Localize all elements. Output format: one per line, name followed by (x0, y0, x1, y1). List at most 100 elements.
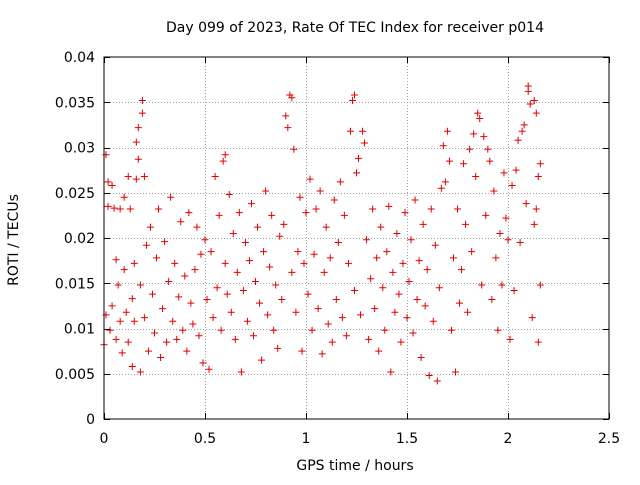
data-point (233, 268, 241, 276)
data-point (217, 326, 225, 334)
data-point (357, 311, 365, 319)
data-point (518, 127, 526, 135)
data-point (175, 293, 183, 301)
data-point (284, 124, 292, 132)
data-point (185, 209, 193, 217)
data-point (270, 326, 278, 334)
y-tick-label: 0.005 (55, 367, 95, 383)
data-point (379, 284, 387, 292)
data-point (201, 236, 209, 244)
data-point (466, 145, 474, 153)
data-point (104, 202, 112, 210)
data-point (401, 209, 409, 217)
data-point (536, 160, 544, 168)
data-point (514, 136, 522, 144)
data-point (272, 281, 280, 289)
data-point (423, 266, 431, 274)
data-point (484, 145, 492, 153)
data-point (171, 259, 179, 267)
data-point (526, 100, 534, 108)
data-point (300, 259, 308, 267)
data-point (373, 254, 381, 262)
data-point (369, 205, 377, 213)
data-point (403, 314, 411, 322)
data-point (510, 286, 518, 294)
x-axis-label: GPS time / hours (296, 458, 413, 474)
data-point (151, 329, 158, 337)
data-point (221, 151, 229, 159)
data-point (502, 214, 510, 222)
data-point (203, 296, 211, 304)
data-point (387, 368, 395, 376)
data-point (524, 87, 532, 95)
data-point (340, 211, 348, 219)
data-point (108, 302, 116, 310)
data-point (181, 272, 189, 280)
data-point (227, 308, 235, 316)
data-point (256, 299, 264, 307)
data-point (383, 248, 391, 256)
data-point (116, 317, 124, 325)
data-point (425, 372, 433, 380)
axis-ticks: 0 0.5 1 1.5 2 2.5 0 0.005 0.01 0.015 0.02 0.025 0.03… (55, 50, 620, 447)
data-point (302, 209, 310, 217)
data-point (235, 209, 243, 217)
data-point (334, 239, 342, 247)
data-point (110, 204, 118, 212)
data-point (191, 266, 199, 274)
data-point (128, 363, 136, 371)
data-point (134, 124, 142, 132)
data-point (320, 268, 328, 276)
data-point (276, 232, 284, 240)
data-point (447, 326, 455, 334)
data-point (195, 332, 203, 340)
data-point (207, 248, 215, 256)
data-point (237, 368, 245, 376)
data-point (294, 248, 302, 256)
data-point (407, 236, 415, 244)
data-point (108, 182, 116, 190)
data-point (330, 196, 338, 204)
data-point (353, 169, 360, 177)
grid (104, 57, 609, 419)
data-point (183, 347, 191, 355)
data-point (397, 338, 405, 346)
data-point (258, 356, 266, 364)
data-point (290, 145, 298, 153)
data-point (391, 308, 399, 316)
data-point (298, 347, 306, 355)
data-point (120, 266, 128, 274)
data-point (211, 172, 219, 180)
data-point (239, 286, 247, 294)
data-point (247, 200, 255, 208)
data-point (140, 314, 148, 322)
data-point (536, 281, 544, 289)
data-point (433, 377, 441, 385)
y-tick-label: 0 (86, 412, 95, 428)
data-point (409, 329, 417, 337)
data-point (506, 335, 514, 343)
data-point (324, 320, 332, 328)
data-point (476, 115, 484, 123)
data-point (312, 205, 320, 213)
data-point (405, 277, 413, 285)
data-point (451, 368, 459, 376)
data-point (365, 335, 373, 343)
data-point (134, 155, 142, 163)
data-point (120, 193, 128, 201)
data-point (262, 187, 270, 195)
data-point (460, 160, 468, 168)
data-point (439, 142, 447, 150)
data-point (179, 326, 187, 334)
data-point (126, 205, 134, 213)
data-point (306, 175, 314, 183)
data-point (292, 308, 300, 316)
data-point (209, 314, 217, 322)
data-point (389, 268, 397, 276)
data-point (112, 335, 120, 343)
data-point (462, 220, 470, 228)
data-point (492, 254, 500, 262)
data-point (328, 338, 336, 346)
